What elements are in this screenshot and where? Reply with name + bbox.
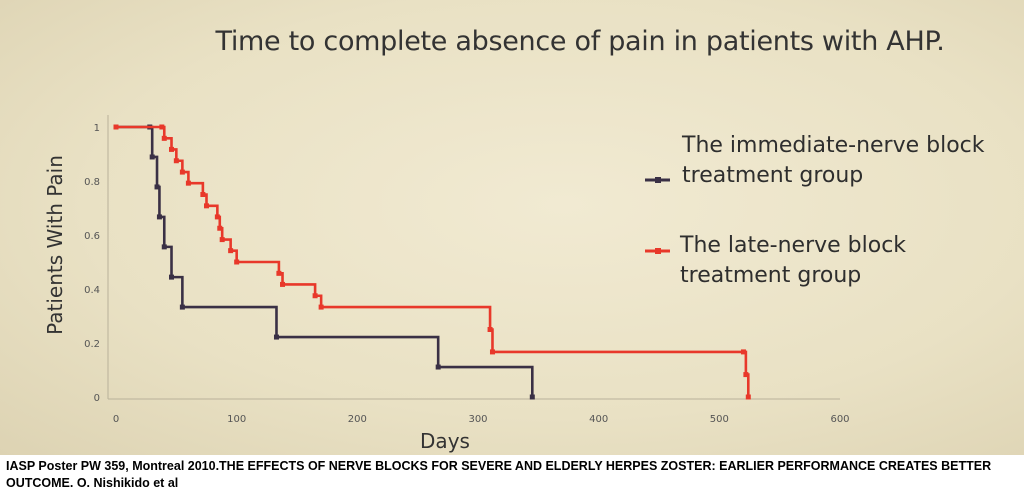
legend-entry-late: The late-nerve block treatment group xyxy=(680,231,906,291)
series-point-0 xyxy=(169,274,175,280)
series-point-0 xyxy=(161,244,167,250)
series-point-1 xyxy=(276,270,282,276)
series-point-1 xyxy=(179,169,185,175)
series-point-1 xyxy=(219,237,225,243)
series-point-1 xyxy=(740,349,746,355)
series-point-0 xyxy=(156,214,162,220)
series-point-1 xyxy=(169,146,175,152)
series-group xyxy=(113,124,751,400)
x-tick-label: 0 xyxy=(113,414,119,425)
series-point-1 xyxy=(487,327,493,332)
series-line-1 xyxy=(116,125,750,397)
y-tick-label: 1 xyxy=(94,123,100,134)
x-tick-label: 200 xyxy=(348,414,367,425)
x-tick-label: 300 xyxy=(468,414,487,425)
series-point-1 xyxy=(214,214,220,220)
series-point-0 xyxy=(179,304,185,310)
legend-label-late-line2: treatment group xyxy=(680,263,862,288)
legend-entry-immediate: The immediate-nerve block treatment grou… xyxy=(682,131,985,191)
legend-label-immediate-line2: treatment group xyxy=(682,163,864,188)
series-line-0 xyxy=(116,125,534,397)
y-tick-label: 0.8 xyxy=(84,177,100,188)
series-point-1 xyxy=(173,158,179,164)
poster-background: Time to complete absence of pain in pati… xyxy=(0,0,1024,455)
legend-label-late-line1: The late-nerve block xyxy=(680,233,907,258)
chart-title: Time to complete absence of pain in pati… xyxy=(215,26,945,57)
series-point-1 xyxy=(204,203,209,209)
km-chart: 0 100 200 300 400 500 600 0 0.2 0.4 0.6 0.8 1 Days Pat… xyxy=(43,115,850,453)
y-tick-label: 0 xyxy=(94,393,100,404)
series-point-1 xyxy=(489,349,495,355)
series-point-1 xyxy=(280,281,286,287)
series-point-1 xyxy=(234,259,240,265)
y-tick-label: 0.2 xyxy=(84,339,100,350)
y-tick-label: 0.6 xyxy=(84,231,100,242)
series-point-1 xyxy=(228,248,234,254)
series-point-0 xyxy=(149,154,155,160)
legend-marker-1 xyxy=(655,248,661,254)
x-tick-label: 400 xyxy=(589,414,608,425)
series-point-1 xyxy=(312,293,318,299)
x-tick-label: 500 xyxy=(710,414,729,425)
x-tick-label: 600 xyxy=(830,414,849,425)
axes-group: 0 100 200 300 400 500 600 0 0.2 0.4 0.6 0.8 1 Days Pat… xyxy=(43,115,850,453)
y-tick-label: 0.4 xyxy=(84,285,100,296)
series-point-1 xyxy=(113,124,119,130)
legend-label-immediate-line1: The immediate-nerve block xyxy=(682,133,985,158)
series-point-1 xyxy=(217,225,223,231)
series-point-1 xyxy=(161,135,167,141)
x-axis-label: Days xyxy=(420,429,470,453)
y-axis-label: Patients With Pain xyxy=(43,155,67,335)
series-point-1 xyxy=(185,180,191,186)
series-point-0 xyxy=(154,184,160,190)
legend-marker-0 xyxy=(655,177,661,183)
series-point-1 xyxy=(159,124,165,130)
series-point-1 xyxy=(743,372,749,378)
series-point-1 xyxy=(745,394,751,400)
series-point-0 xyxy=(273,334,279,340)
series-point-0 xyxy=(529,394,535,400)
series-point-1 xyxy=(200,192,206,197)
poster-caption: IASP Poster PW 359, Montreal 2010.THE EF… xyxy=(0,455,1024,498)
series-point-0 xyxy=(435,364,441,370)
x-tick-label: 100 xyxy=(227,414,246,425)
series-point-1 xyxy=(318,304,324,310)
